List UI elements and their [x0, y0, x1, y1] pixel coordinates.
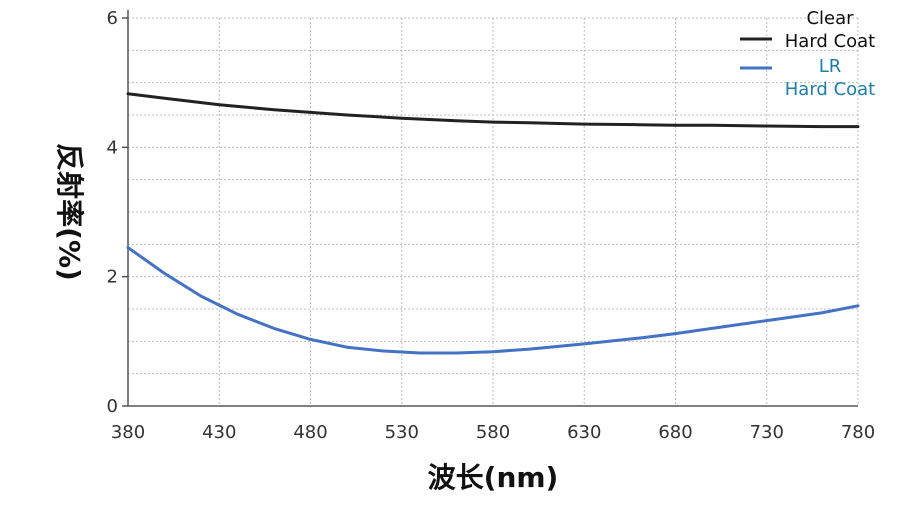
series-line-lr-hard-coat [126, 246, 860, 355]
grid [128, 17, 859, 406]
axes [122, 10, 858, 407]
x-tick-label: 680 [658, 422, 692, 443]
y-tick-label: 6 [107, 8, 118, 29]
x-tick-labels: 380 430 480 530 580 630 680 730 780 [111, 422, 875, 443]
y-tick-label: 4 [107, 137, 118, 158]
x-tick-label: 430 [202, 422, 236, 443]
y-tick-label: 0 [107, 396, 118, 417]
legend-label: Hard Coat [785, 79, 875, 100]
y-axis-title: 反射率(%) [53, 143, 86, 281]
y-tick-labels: 0 2 4 6 [107, 8, 118, 417]
legend-label: Clear [806, 8, 854, 29]
x-tick-label: 530 [385, 422, 419, 443]
x-tick-label: 580 [476, 422, 510, 443]
series-lines [126, 92, 860, 355]
x-tick-label: 480 [293, 422, 327, 443]
y-tick-label: 2 [107, 267, 118, 288]
x-tick-label: 380 [111, 422, 145, 443]
series-line-clear-hard-coat [126, 92, 860, 129]
x-axis-title: 波长(nm) [428, 461, 559, 494]
x-tick-label: 780 [841, 422, 875, 443]
legend-label: Hard Coat [785, 31, 875, 52]
legend-label: LR [819, 56, 842, 77]
x-tick-label: 630 [567, 422, 601, 443]
x-tick-label: 730 [750, 422, 784, 443]
